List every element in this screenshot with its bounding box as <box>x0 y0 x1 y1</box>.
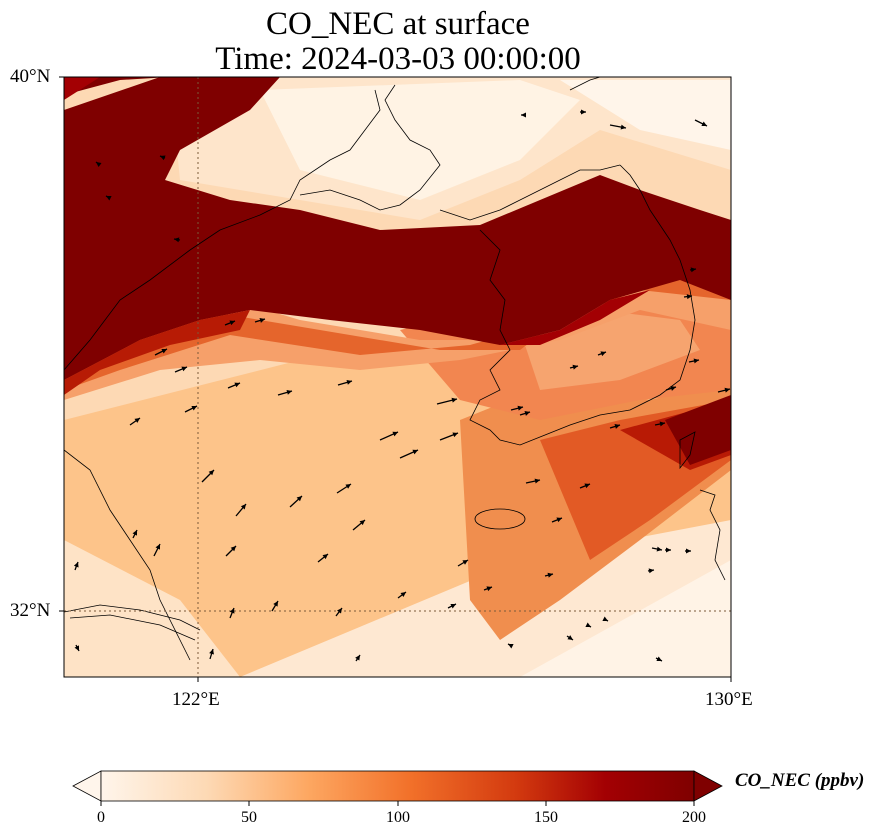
wind-arrow-head <box>521 112 526 118</box>
wind-arrow-head <box>359 520 365 526</box>
wind-arrow-head <box>666 547 671 553</box>
wind-arrow-head <box>656 656 662 661</box>
wind-arrow-head <box>602 616 608 621</box>
wind-arrow-head <box>572 364 578 370</box>
wind-arrow-head <box>229 608 235 614</box>
wind-arrow-head <box>132 530 137 536</box>
wind-arrow-head <box>486 586 492 592</box>
wind-arrow-head <box>659 421 665 427</box>
wind-arrow-head <box>412 449 418 455</box>
gridlines <box>64 77 731 677</box>
wind-arrow-head <box>452 432 458 438</box>
wind-arrow-head <box>134 418 140 423</box>
wind-arrow-head <box>693 358 699 364</box>
wind-arrow-head <box>229 320 235 326</box>
wind-arrow-head <box>686 548 691 554</box>
colorbar-tick-100: 100 <box>386 809 410 826</box>
wind-arrow-head <box>208 470 214 476</box>
wind-arrow-head <box>600 351 606 357</box>
colorbar-min-extend <box>72 770 102 802</box>
lat-label-40: 40°N <box>10 66 51 87</box>
wind-arrow-head <box>585 622 591 627</box>
wind-vectors <box>73 109 731 662</box>
concentration-field <box>64 77 731 677</box>
wind-arrow-head <box>345 484 351 489</box>
wind-arrow-head <box>161 349 167 354</box>
lon-label-122: 122°E <box>172 689 220 710</box>
colorbar <box>72 770 723 806</box>
wind-arrow-head <box>209 649 214 655</box>
colorbar-max-extend <box>693 770 723 802</box>
map-title: CO_NEC at surface <box>266 6 530 42</box>
lat-label-32: 32°N <box>10 600 51 621</box>
wind-arrow-head <box>160 155 166 161</box>
wind-arrow-head <box>686 294 692 300</box>
wind-arrow-head <box>392 431 398 437</box>
wind-arrow-head <box>450 604 456 609</box>
wind-arrow-head <box>191 406 197 411</box>
wind-arrow-head <box>620 124 626 130</box>
wind-arrow-head <box>296 496 302 502</box>
wind-arrow-head <box>581 109 586 115</box>
wind-arrow-head <box>656 546 662 552</box>
colorbar-gradient <box>100 770 695 802</box>
wind-arrow-head <box>240 504 246 510</box>
wind-arrow-head <box>174 237 180 243</box>
wind-arrow-head <box>259 318 265 323</box>
wind-arrow-head <box>273 601 278 607</box>
wind-arrow-head <box>230 546 236 552</box>
wind-arrow-head <box>614 424 620 429</box>
wind-arrow-head <box>286 389 292 395</box>
colorbar-tick-150: 150 <box>534 809 558 826</box>
wind-arrow-head <box>181 366 187 372</box>
wind-arrow-head <box>724 387 730 393</box>
wind-arrow-head <box>547 572 553 578</box>
wind-arrow-head <box>337 608 342 614</box>
wind-arrow-head <box>74 645 79 651</box>
coastlines <box>64 77 726 661</box>
wind-arrow-head <box>524 411 530 416</box>
wind-arrow-head <box>701 121 707 126</box>
wind-arrow-head <box>96 162 102 167</box>
wind-arrow-head <box>567 635 573 640</box>
wind-arrow-head <box>556 517 562 523</box>
wind-arrow-head <box>155 544 160 550</box>
wind-arrow-head <box>451 397 457 403</box>
colorbar-tick-50: 50 <box>241 809 257 826</box>
colorbar-tick-200: 200 <box>682 809 706 826</box>
map-subtitle-time: Time: 2024-03-03 00:00:00 <box>215 41 581 77</box>
lon-label-130: 130°E <box>705 689 753 710</box>
wind-arrow-head <box>73 562 79 568</box>
colorbar-tick-0: 0 <box>97 809 105 826</box>
map-frame <box>63 76 732 678</box>
wind-arrow-head <box>584 483 590 489</box>
wind-arrow-head <box>648 568 654 574</box>
colorbar-label: CO_NEC (ppbv) <box>735 770 865 791</box>
wind-arrow-head <box>670 386 676 391</box>
wind-arrow-head <box>400 592 406 597</box>
wind-arrow-head <box>355 655 360 661</box>
wind-arrow-head <box>508 644 514 649</box>
wind-arrow-head <box>534 478 540 484</box>
wind-arrow-head <box>517 405 523 411</box>
wind-arrow-head <box>346 379 352 385</box>
wind-arrow-head <box>690 267 696 273</box>
wind-arrow-head <box>462 560 468 565</box>
wind-arrow-head <box>322 554 328 560</box>
wind-arrow-head <box>106 196 112 201</box>
wind-arrow-head <box>234 382 240 388</box>
